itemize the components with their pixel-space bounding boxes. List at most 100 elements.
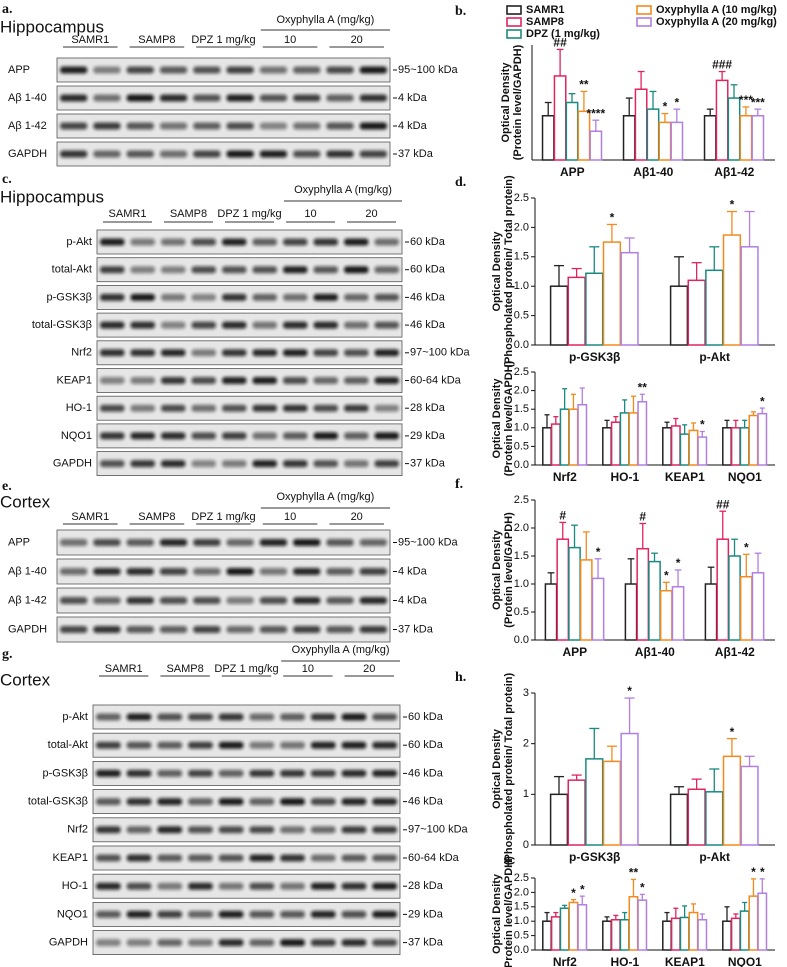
- band: [100, 238, 125, 246]
- group-label: DPZ 1 mg/kg: [191, 34, 255, 46]
- x-tick-label: NQO1: [728, 470, 762, 484]
- band: [341, 854, 367, 862]
- bar: [567, 276, 586, 346]
- blot-title: Hippocampus: [0, 187, 104, 206]
- row-label: HO-1: [62, 880, 88, 892]
- treatment-label: Oxyphylla A (mg/kg): [292, 644, 390, 656]
- band: [283, 321, 308, 329]
- band: [218, 741, 244, 749]
- band: [226, 597, 254, 604]
- band: [226, 626, 254, 633]
- significance: *: [610, 211, 615, 225]
- bar: [679, 433, 690, 466]
- band: [191, 460, 216, 468]
- band: [249, 854, 275, 862]
- band: [222, 404, 247, 412]
- band: [126, 568, 154, 575]
- row-label: KEAP1: [53, 852, 88, 864]
- band: [157, 741, 183, 749]
- band: [191, 238, 216, 246]
- band: [222, 238, 247, 246]
- band: [96, 741, 121, 749]
- band: [283, 377, 308, 384]
- y-axis-label: Optical Density: [491, 378, 503, 459]
- y-tick-label: 2.0: [514, 221, 529, 233]
- bar: [705, 269, 724, 346]
- band: [159, 539, 188, 546]
- band: [191, 293, 216, 301]
- band: [60, 597, 88, 604]
- band: [283, 349, 308, 357]
- x-tick-label: p-Akt: [699, 850, 730, 864]
- size-label: 28 kDa: [408, 880, 444, 892]
- y-tick-label: 2.5: [514, 494, 529, 506]
- y-axis-label: (Phospholated protein/ Total protein): [503, 175, 515, 368]
- size-label: 60 kDa: [408, 711, 444, 723]
- band: [161, 349, 186, 357]
- x-tick-label: Nrf2: [553, 955, 577, 967]
- bar: [553, 75, 567, 161]
- y-tick-label: 1: [523, 788, 529, 800]
- band: [326, 122, 354, 130]
- band: [161, 432, 186, 440]
- y-tick-label: 0.5: [514, 440, 529, 452]
- blot-title: Hippocampus: [0, 17, 104, 36]
- y-tick-label: 1.0: [514, 422, 529, 434]
- band: [359, 94, 387, 102]
- bar: [549, 793, 569, 846]
- row-label: p-Akt: [62, 711, 88, 723]
- blot-title: Cortex: [0, 492, 51, 511]
- band: [161, 293, 186, 301]
- bar: [602, 920, 612, 951]
- band: [100, 404, 125, 412]
- size-label: 37 kDa: [398, 148, 434, 160]
- size-label: 46 kDa: [408, 796, 444, 808]
- bar: [620, 732, 639, 846]
- band: [249, 910, 275, 918]
- band: [280, 910, 305, 918]
- band: [341, 769, 367, 777]
- band: [341, 798, 367, 806]
- bar: [670, 425, 681, 466]
- x-tick-label: p-GSK3β: [569, 350, 620, 364]
- band: [226, 568, 254, 575]
- bar: [589, 130, 603, 161]
- bar: [549, 285, 569, 346]
- band: [96, 939, 121, 947]
- significance: ****: [586, 106, 605, 120]
- x-tick-label: KEAP1: [665, 955, 705, 967]
- y-tick-label: 0.5: [514, 930, 529, 942]
- band: [130, 266, 155, 274]
- band: [374, 432, 399, 440]
- band: [126, 539, 154, 546]
- row-label: total-GSK3β: [28, 796, 88, 808]
- panel-label: b.: [455, 4, 466, 19]
- x-tick-label: NQO1: [728, 955, 762, 967]
- band: [130, 321, 155, 329]
- bar: [636, 547, 650, 641]
- band: [372, 798, 397, 806]
- bar: [751, 115, 765, 161]
- band: [96, 826, 121, 834]
- bar: [662, 427, 672, 466]
- band: [372, 713, 397, 721]
- band: [193, 539, 221, 546]
- band: [280, 882, 305, 890]
- band: [259, 568, 288, 575]
- bar: [757, 892, 768, 951]
- treatment-label: Oxyphylla A (mg/kg): [294, 184, 392, 196]
- significance: *: [760, 394, 765, 408]
- band: [60, 150, 88, 158]
- band: [359, 626, 387, 633]
- significance: *: [744, 540, 749, 554]
- bar: [646, 108, 660, 161]
- x-tick-label: APP: [560, 165, 585, 179]
- row-label: NQO1: [61, 430, 92, 442]
- size-label: 95~100 kDa: [398, 64, 459, 76]
- band: [222, 349, 247, 357]
- panel-label: a.: [2, 2, 13, 17]
- band: [60, 626, 88, 633]
- bar: [670, 121, 684, 161]
- bar: [544, 583, 558, 641]
